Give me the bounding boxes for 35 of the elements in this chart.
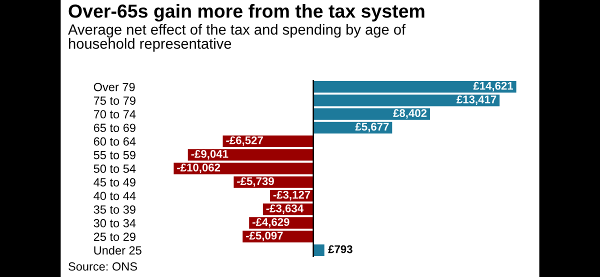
data-label: £14,621 [473,82,514,92]
chart-title: Over-65s gain more from the tax system [68,4,424,22]
data-label: £5,677 [355,122,389,132]
y-tick-label: 65 to 69 [94,124,136,132]
bar [313,94,500,106]
y-tick-label: 40 to 44 [94,192,136,200]
bar [313,244,324,256]
data-label: -£3,127 [273,190,310,200]
data-label: £8,402 [393,109,427,119]
data-label: -£4,629 [252,218,290,228]
bar [188,149,314,161]
chart-subtitle: Average net effect of the tax and spending by age of household representative [68,24,406,52]
bar [174,162,314,174]
y-tick-label: 30 to 34 [94,218,136,228]
data-label: -£10,062 [177,164,220,174]
y-tick-label: Under 25 [94,246,142,255]
data-label: £793 [328,245,352,254]
y-tick-label: 45 to 49 [94,178,136,187]
y-tick-label: 70 to 74 [94,110,136,118]
data-label: -£9,041 [191,150,228,160]
data-label: £13,417 [456,96,496,106]
data-label: -£5,097 [246,232,283,242]
data-label: -£3,634 [266,204,304,214]
y-tick-label: 35 to 39 [94,205,136,214]
y-tick-label: Over 79 [94,82,135,92]
bar [313,108,430,120]
y-tick-label: 25 to 29 [94,232,136,241]
data-label: -£6,527 [226,136,263,146]
source-note: Source: ONS [68,262,138,271]
data-label: -£5,739 [237,177,274,187]
y-tick-label: 60 to 64 [94,137,136,146]
y-tick-label: 50 to 54 [94,164,136,173]
y-tick-label: 55 to 59 [94,150,136,160]
bar [313,81,516,93]
y-tick-label: 75 to 79 [94,96,136,105]
